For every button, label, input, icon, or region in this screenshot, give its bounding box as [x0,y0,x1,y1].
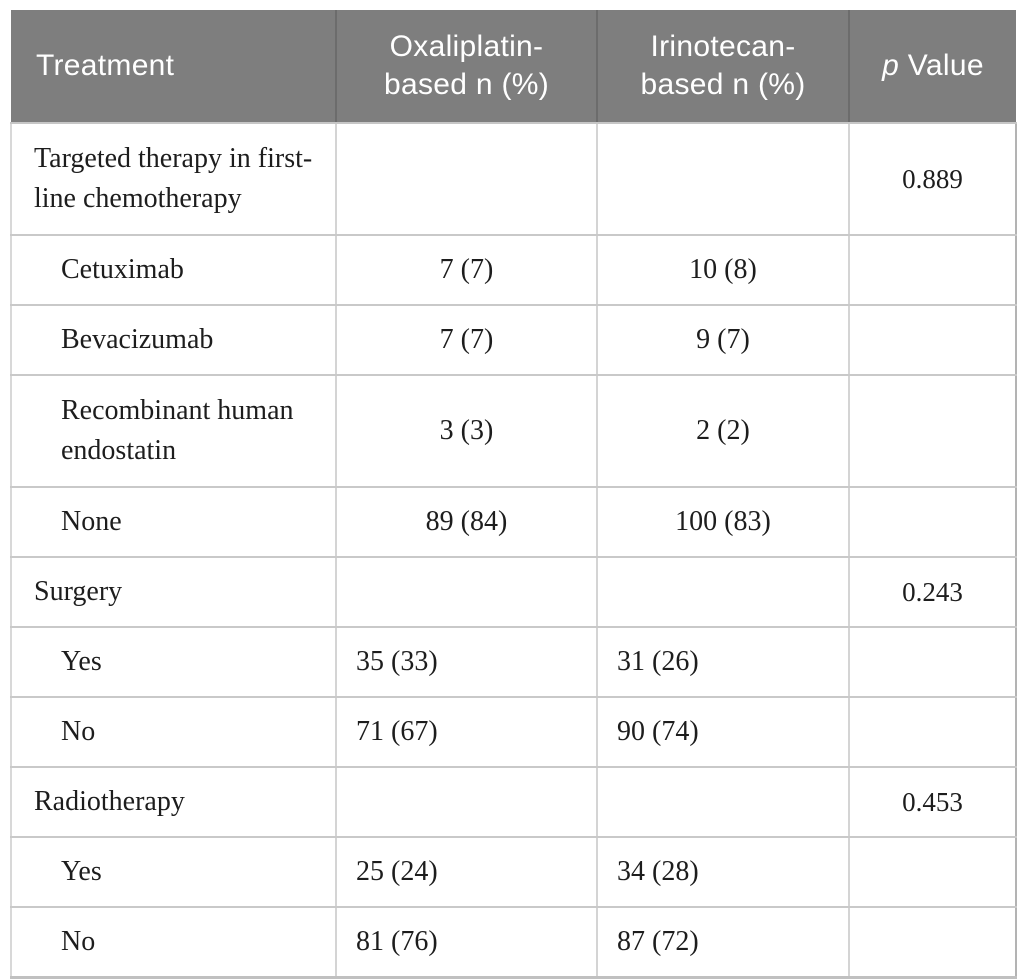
table-header-row: Treatment Oxaliplatin- based n (%) Irino… [11,10,1016,124]
cell-irinotecan-endostatin: 2 (2) [597,375,850,488]
header-cell-treatment: Treatment [11,10,337,124]
cell-p-radiotherapy-no [849,907,1017,979]
cell-p-radiotherapy: 0.453 [849,767,1017,838]
header-irinotecan-line2: based n (%) [640,68,806,101]
header-irinotecan-line1: Irinotecan- [650,30,796,63]
cell-oxaliplatin-radiotherapy-yes: 25 (24) [336,837,598,908]
cell-label-cetuximab: Cetuximab [10,235,337,306]
cell-oxaliplatin-cetuximab: 7 (7) [336,235,598,306]
table-row-radiotherapy-yes: Yes 25 (24) 34 (28) [10,837,1017,908]
cell-irinotecan-surgery [597,557,850,628]
cell-irinotecan-surgery-yes: 31 (26) [597,627,850,698]
cell-p-targeted-therapy: 0.889 [849,123,1017,236]
cell-oxaliplatin-radiotherapy [336,767,598,838]
cell-oxaliplatin-surgery [336,557,598,628]
cell-irinotecan-radiotherapy-yes: 34 (28) [597,837,850,908]
cell-oxaliplatin-surgery-no: 71 (67) [336,697,598,768]
cell-p-none [849,487,1017,558]
table-row-bevacizumab: Bevacizumab 7 (7) 9 (7) [10,305,1017,376]
header-treatment-label: Treatment [36,49,175,82]
table-row-surgery-yes: Yes 35 (33) 31 (26) [10,627,1017,698]
cell-label-radiotherapy-yes: Yes [10,837,337,908]
cell-oxaliplatin-targeted-therapy [336,123,598,236]
cell-oxaliplatin-bevacizumab: 7 (7) [336,305,598,376]
cell-label-surgery: Surgery [10,557,337,628]
table-header: Treatment Oxaliplatin- based n (%) Irino… [11,10,1016,124]
cell-irinotecan-none: 100 (83) [597,487,850,558]
table-row-surgery: Surgery 0.243 [10,557,1017,628]
cell-label-radiotherapy-no: No [10,907,337,979]
cell-oxaliplatin-none: 89 (84) [336,487,598,558]
header-cell-p-value: p Value [849,10,1016,124]
cell-p-endostatin [849,375,1017,488]
cell-label-surgery-no: No [10,697,337,768]
treatment-table: Treatment Oxaliplatin- based n (%) Irino… [10,10,1017,979]
cell-irinotecan-radiotherapy [597,767,850,838]
table-row-targeted-therapy: Targeted therapy in first-line chemother… [10,123,1017,236]
cell-p-bevacizumab [849,305,1017,376]
cell-label-radiotherapy: Radiotherapy [10,767,337,838]
table-row-surgery-no: No 71 (67) 90 (74) [10,697,1017,768]
header-oxaliplatin-line1: Oxaliplatin- [389,30,544,63]
cell-label-none: None [10,487,337,558]
cell-p-surgery-no [849,697,1017,768]
table-row-none: None 89 (84) 100 (83) [10,487,1017,558]
table-row-radiotherapy-no: No 81 (76) 87 (72) [10,907,1017,979]
cell-oxaliplatin-surgery-yes: 35 (33) [336,627,598,698]
cell-p-radiotherapy-yes [849,837,1017,908]
cell-p-cetuximab [849,235,1017,306]
header-oxaliplatin-line2: based n (%) [383,68,550,101]
cell-label-surgery-yes: Yes [10,627,337,698]
cell-label-endostatin: Recombinant human endostatin [10,375,337,488]
table-row-radiotherapy: Radiotherapy 0.453 [10,767,1017,838]
cell-irinotecan-cetuximab: 10 (8) [597,235,850,306]
table-row-endostatin: Recombinant human endostatin 3 (3) 2 (2) [10,375,1017,488]
header-cell-irinotecan: Irinotecan- based n (%) [597,10,850,124]
cell-p-surgery-yes [849,627,1017,698]
table-row-cetuximab: Cetuximab 7 (7) 10 (8) [10,235,1017,306]
cell-p-surgery: 0.243 [849,557,1017,628]
cell-oxaliplatin-radiotherapy-no: 81 (76) [336,907,598,979]
cell-irinotecan-radiotherapy-no: 87 (72) [597,907,850,979]
table-body: Targeted therapy in first-line chemother… [10,123,1017,979]
header-cell-oxaliplatin: Oxaliplatin- based n (%) [336,10,598,124]
cell-label-bevacizumab: Bevacizumab [10,305,337,376]
cell-oxaliplatin-endostatin: 3 (3) [336,375,598,488]
cell-irinotecan-targeted-therapy [597,123,850,236]
header-p-italic: p [882,49,900,82]
cell-label-targeted-therapy: Targeted therapy in first-line chemother… [10,123,337,236]
cell-irinotecan-surgery-no: 90 (74) [597,697,850,768]
cell-irinotecan-bevacizumab: 9 (7) [597,305,850,376]
header-p-rest: Value [899,49,984,82]
